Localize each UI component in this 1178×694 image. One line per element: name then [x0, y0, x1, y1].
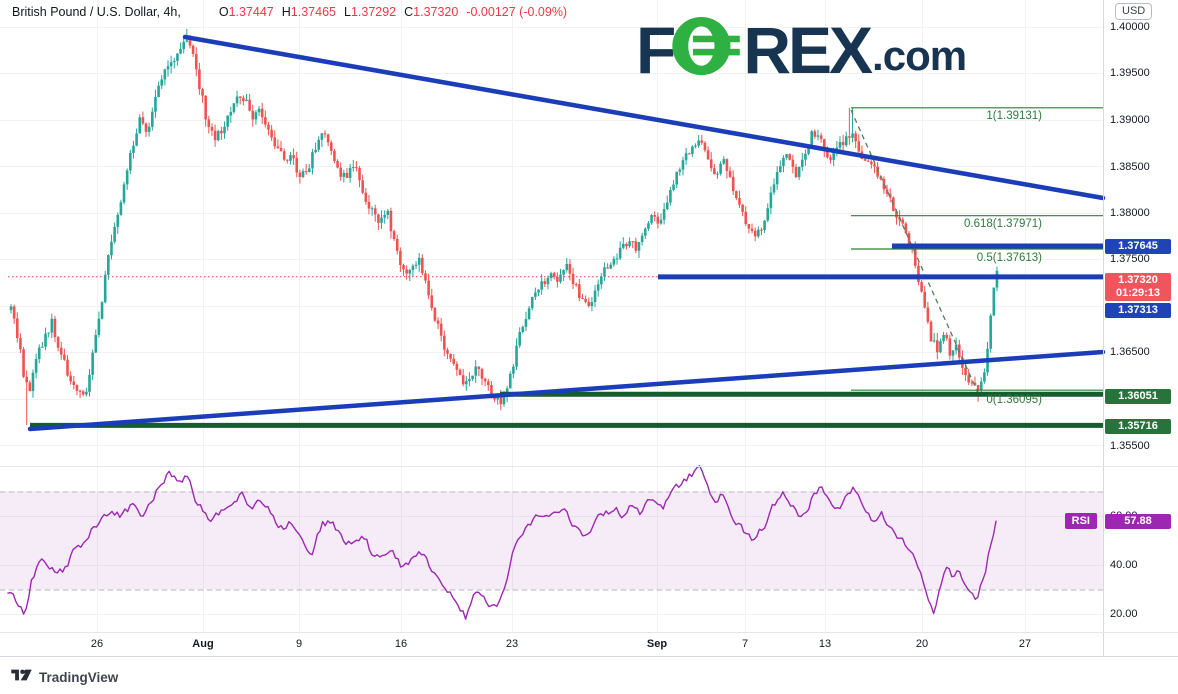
- price-tick: 1.37500: [1110, 253, 1150, 265]
- price-badge-green: 1.36051: [1105, 388, 1171, 404]
- time-tick: 26: [90, 638, 104, 650]
- close-value: 1.37320: [413, 5, 459, 19]
- high-label: H: [281, 5, 291, 19]
- price-tick: 1.40000: [1110, 21, 1150, 33]
- currency-badge[interactable]: USD: [1115, 3, 1153, 20]
- price-tick: 1.38500: [1110, 161, 1150, 173]
- fib-level-label: 1(1.39131): [986, 110, 1042, 122]
- time-tick: 23: [505, 638, 519, 650]
- tradingview-logo[interactable]: TradingView: [10, 668, 118, 687]
- time-tick: 20: [915, 638, 929, 650]
- time-tick: Sep: [646, 638, 668, 650]
- price-badge-purple: 57.88: [1105, 513, 1171, 529]
- fib-level-label: 0.5(1.37613): [976, 252, 1042, 264]
- time-tick: 7: [741, 638, 749, 650]
- price-tick: 1.39000: [1110, 114, 1150, 126]
- tradingview-icon: [10, 668, 33, 687]
- time-tick: Aug: [192, 638, 214, 650]
- price-tick: 20.00: [1110, 608, 1138, 620]
- fib-level-label: 0(1.36095): [986, 394, 1042, 406]
- open-value: 1.37447: [228, 5, 274, 19]
- price-badge-blue: 1.37645: [1105, 238, 1171, 254]
- high-value: 1.37465: [290, 5, 336, 19]
- tradingview-label: TradingView: [39, 670, 119, 685]
- time-tick: 13: [818, 638, 832, 650]
- fib-level-label: 0.618(1.37971): [963, 218, 1042, 230]
- price-tick: 1.38000: [1110, 207, 1150, 219]
- last-price: 1.37320: [1118, 274, 1158, 286]
- low-value: 1.37292: [350, 5, 397, 19]
- change-value: -0.00127 (-0.09%): [466, 5, 568, 19]
- time-tick: 9: [295, 638, 303, 650]
- price-tick: 40.00: [1110, 559, 1138, 571]
- time-tick: 27: [1018, 638, 1032, 650]
- time-tick: 16: [394, 638, 408, 650]
- open-label: O: [218, 5, 229, 19]
- price-tick: 1.36500: [1110, 346, 1150, 358]
- price-tick: 1.35500: [1110, 440, 1150, 452]
- close-label: C: [404, 5, 414, 19]
- rsi-indicator-badge[interactable]: RSI: [1064, 513, 1097, 529]
- price-badge-green: 1.35716: [1105, 418, 1171, 434]
- symbol-title: British Pound / U.S. Dollar, 4h,: [12, 5, 181, 19]
- legend: British Pound / U.S. Dollar, 4h, O1.37447…: [12, 5, 567, 19]
- price-tick: 1.39500: [1110, 67, 1150, 79]
- low-label: L: [343, 5, 351, 19]
- price-badge-red: 1.37320 01:29:13: [1105, 273, 1171, 301]
- price-badge-blue: 1.37313: [1105, 302, 1171, 318]
- bar-countdown: 01:29:13: [1115, 287, 1161, 299]
